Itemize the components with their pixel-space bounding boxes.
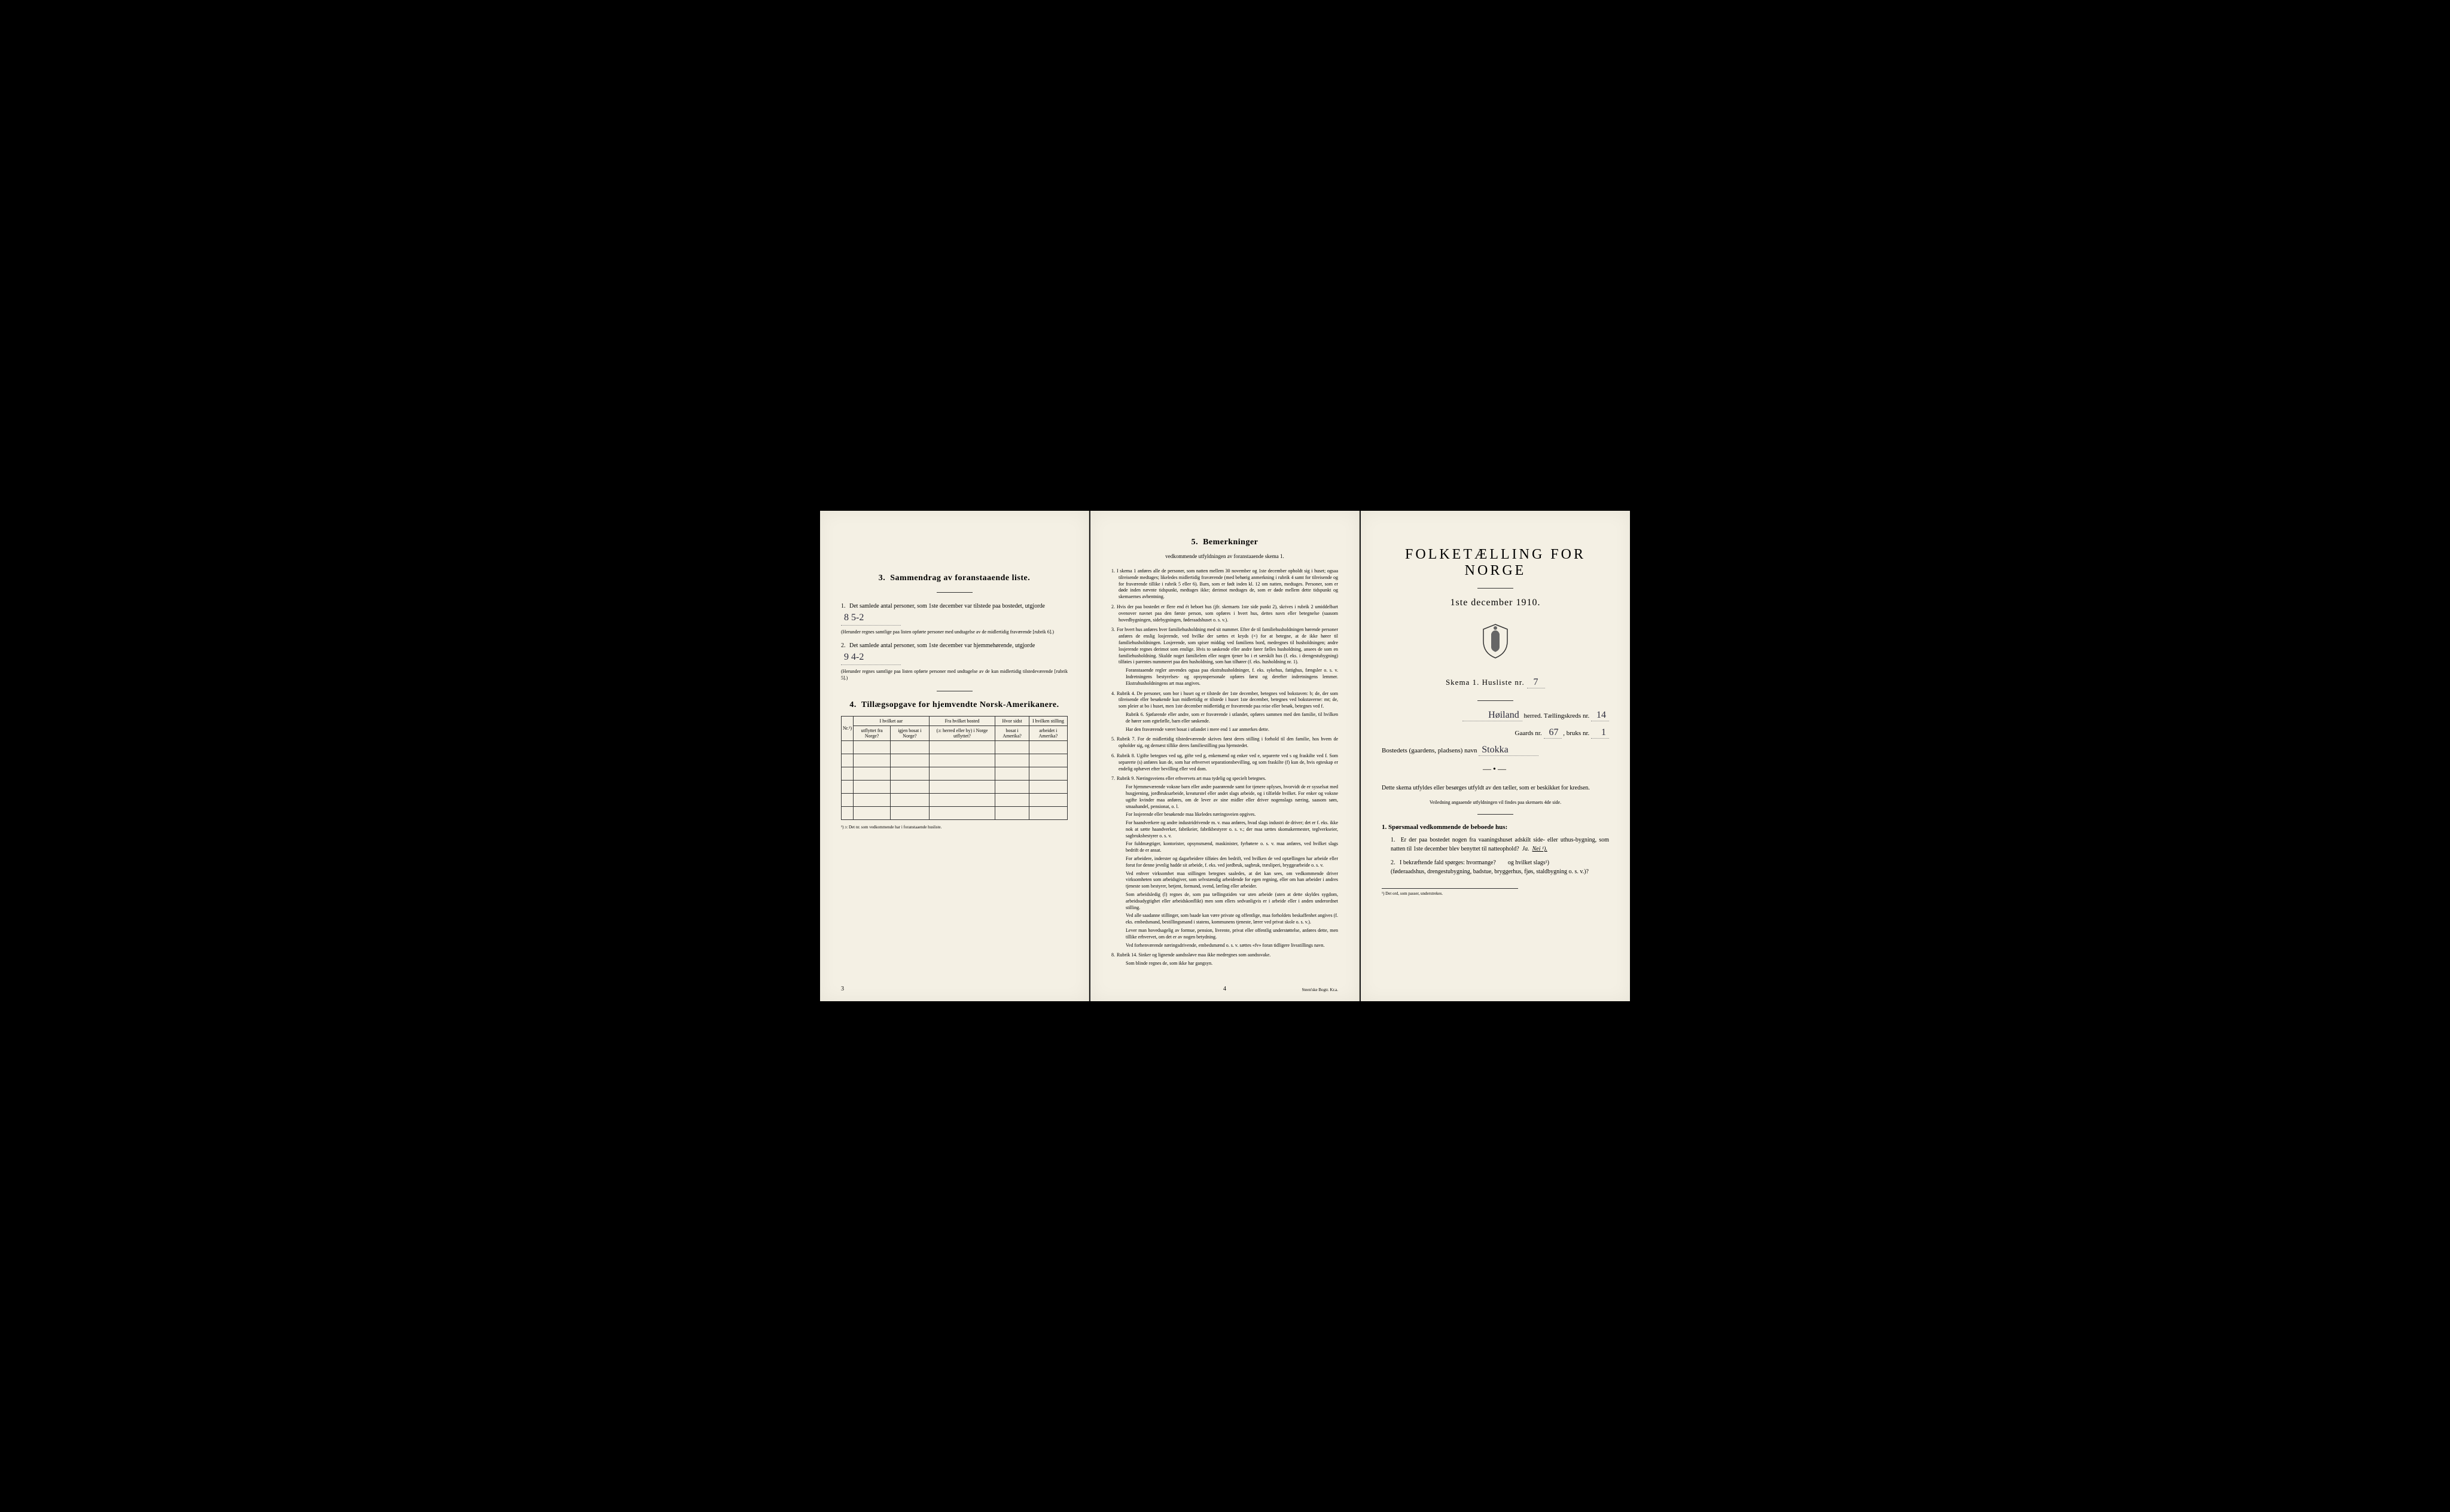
table-row: [842, 780, 1068, 793]
table-header: bosat i Amerika?: [995, 725, 1029, 740]
item-1: 1. Det samlede antal personer, som 1ste …: [841, 602, 1068, 635]
norsk-amerikanere-table: Nr.¹) I hvilket aar Fra hvilket bosted H…: [841, 716, 1068, 820]
divider: [1477, 700, 1513, 701]
gaards-line: Gaards nr. 67 , bruks nr. 1: [1382, 727, 1609, 739]
kreds-value: 14: [1591, 710, 1609, 721]
table-header: I hvilken stilling: [1029, 716, 1067, 725]
section5-subtitle: vedkommende utfyldningen av foranstaaend…: [1111, 553, 1338, 559]
page-middle: 5.Bemerkninger vedkommende utfyldningen …: [1090, 511, 1360, 1001]
list-item: 2.Hvis der paa bostedet er flere end ét …: [1111, 604, 1338, 623]
page-right: FOLKETÆLLING FOR NORGE 1ste december 191…: [1361, 511, 1630, 1001]
table-row: [842, 740, 1068, 754]
husliste-nr: 7: [1527, 677, 1545, 688]
handwritten-value-2: 9 4-2: [841, 650, 901, 665]
bruks-nr: 1: [1591, 727, 1609, 739]
question-2: 2. I bekræftende fald spørges: hvormange…: [1391, 858, 1609, 876]
table-header: utflyttet fra Norge?: [854, 725, 891, 740]
table-row: [842, 754, 1068, 767]
skema-line: Skema 1. Husliste nr. 7: [1382, 677, 1609, 688]
table-row: [842, 806, 1068, 819]
table-header: Nr.¹): [842, 716, 854, 740]
page-number: 4: [1223, 986, 1226, 992]
list-item: 3.For hvert hus anføres hver familiehush…: [1111, 627, 1338, 687]
question-1: 1. Er der paa bostedet nogen fra vaaning…: [1391, 836, 1609, 853]
list-item: 5.Rubrik 7. For de midlertidig tilstedev…: [1111, 736, 1338, 749]
table-header: Hvor sidst: [995, 716, 1029, 725]
bosted-line: Bostedets (gaardens, pladsens) navn Stok…: [1382, 745, 1609, 756]
bemerkninger-list: 1.I skema 1 anføres alle de personer, so…: [1111, 568, 1338, 967]
list-item: 6.Rubrik 8. Ugifte betegnes ved ug, gift…: [1111, 753, 1338, 772]
printer-mark: Steen'ske Bogtr. Kr.a.: [1302, 987, 1338, 992]
ornament-icon: ―•―: [1382, 765, 1609, 775]
table-header: I hvilket aar: [854, 716, 930, 725]
census-date: 1ste december 1910.: [1382, 598, 1609, 608]
item-2: 2. Det samlede antal personer, som 1ste …: [841, 641, 1068, 681]
table-footnote: ¹) ɔ: Det nr. som vedkommende har i fora…: [841, 825, 1068, 830]
question-heading: 1. Spørsmaal vedkommende de beboede hus:: [1382, 824, 1609, 831]
divider: [937, 592, 973, 593]
instruction-small: Veiledning angaaende utfyldningen vil fi…: [1382, 800, 1609, 805]
instruction: Dette skema utfyldes eller besørges utfy…: [1382, 784, 1609, 792]
section5-heading: 5.Bemerkninger: [1111, 538, 1338, 547]
section3-heading: 3.Sammendrag av foranstaaende liste.: [841, 574, 1068, 583]
table-row: [842, 793, 1068, 806]
bosted-value: Stokka: [1479, 745, 1538, 756]
main-title: FOLKETÆLLING FOR NORGE: [1382, 547, 1609, 579]
table-header: igjen bosat i Norge?: [891, 725, 929, 740]
table-row: [842, 767, 1068, 780]
table-header: Fra hvilket bosted: [929, 716, 995, 725]
table-header: arbeidet i Amerika?: [1029, 725, 1067, 740]
handwritten-value-1: 8 5-2: [841, 611, 901, 626]
coat-of-arms-icon: [1382, 623, 1609, 662]
list-item: 7.Rubrik 9. Næringsveiens eller erhverve…: [1111, 776, 1338, 949]
herred-value: Høiland: [1462, 710, 1522, 721]
gaards-nr: 67: [1544, 727, 1562, 739]
table-header: (ɔ: herred eller by) i Norge utflyttet?: [929, 725, 995, 740]
page-number: 3: [841, 986, 844, 992]
page-left: 3.Sammendrag av foranstaaende liste. 1. …: [820, 511, 1089, 1001]
divider: [1477, 814, 1513, 815]
footnote: ¹) Det ord, som passer, understrekes.: [1382, 888, 1518, 896]
answer-nei: Nei ¹).: [1532, 846, 1547, 852]
herred-line: Høiland herred. Tællingskreds nr. 14: [1382, 710, 1609, 721]
list-item: 4.Rubrik 4. De personer, som bor i huset…: [1111, 691, 1338, 733]
list-item: 1.I skema 1 anføres alle de personer, so…: [1111, 568, 1338, 600]
section4-heading: 4.Tillægsopgave for hjemvendte Norsk-Ame…: [841, 700, 1068, 710]
divider: [1477, 588, 1513, 589]
list-item: 8.Rubrik 14. Sinker og lignende aandsslø…: [1111, 952, 1338, 967]
